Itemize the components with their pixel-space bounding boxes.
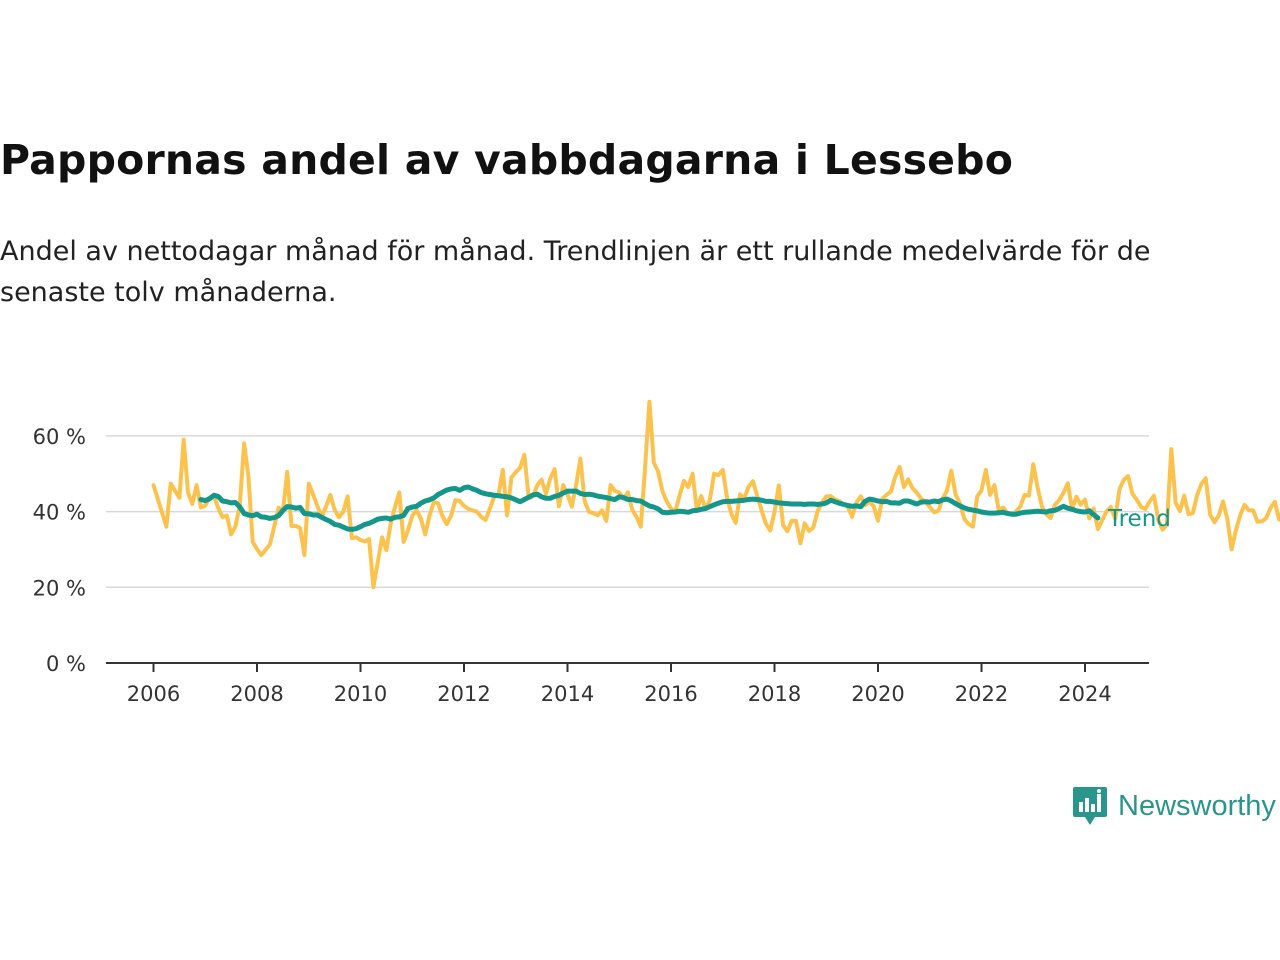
series-line-trend [198,484,1101,532]
y-tick-label: 40 % [33,501,86,525]
x-tick-label: 2008 [230,682,283,706]
x-axis [106,662,1149,672]
brand-logo: Newsworthy [1072,784,1276,828]
x-tick-label: 2018 [748,682,801,706]
x-tick-label: 2006 [127,682,180,706]
chart-subtitle: Andel av nettodagar månad för månad. Tre… [0,236,1151,308]
x-tick-label: 2014 [541,682,594,706]
x-tick-label: 2024 [1058,682,1111,706]
x-axis-tick-labels: 2006 2008 2010 2012 2014 2016 2018 2020 2022 2024 [127,682,1112,706]
x-tick-label: 2012 [437,682,490,706]
series-line-per-manad [151,399,1280,590]
y-tick-label: 20 % [33,576,86,600]
y-tick-label: 0 % [46,652,86,676]
series-label-trend: Trend [1107,506,1171,532]
y-axis-tick-labels: 0 % 20 % 40 % 60 % [33,425,86,676]
x-tick-label: 2022 [955,682,1008,706]
series-end-labels: TrendPer månad [1107,506,1171,532]
series-lines [151,399,1280,590]
x-tick-label: 2020 [851,682,904,706]
brand-name: Newsworthy [1118,789,1276,822]
y-tick-label: 60 % [33,425,86,449]
chart-title: Pappornas andel av vabbdagarna i Lessebo [0,136,1014,184]
x-tick-label: 2016 [644,682,697,706]
x-tick-label: 2010 [334,682,387,706]
newsworthy-logo-icon [1073,787,1107,825]
